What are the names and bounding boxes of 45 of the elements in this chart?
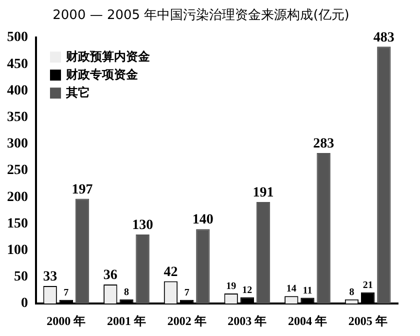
chart-title: 2000 — 2005 年中国污染治理资金来源构成(亿元) <box>52 8 350 24</box>
data-label: 12 <box>242 284 252 296</box>
y-tick-label: 500 <box>7 30 28 46</box>
x-tick-label: 2002 年 <box>167 314 206 328</box>
y-tick-label: 450 <box>7 56 28 72</box>
bar <box>377 46 391 304</box>
legend-label: 财政专项资金 <box>65 68 139 82</box>
data-label: 130 <box>132 218 154 234</box>
data-label: 283 <box>313 136 334 152</box>
x-tick-label: 2000 年 <box>46 314 86 328</box>
x-tick-label: 2005 年 <box>348 314 388 328</box>
y-tick-label: 0 <box>21 296 28 312</box>
data-label: 191 <box>252 186 274 201</box>
bar <box>316 153 330 304</box>
y-tick-label: 50 <box>14 270 28 285</box>
data-label: 14 <box>286 284 296 295</box>
bar <box>196 229 210 304</box>
bar <box>256 202 270 304</box>
y-tick-label: 100 <box>7 243 28 258</box>
data-label: 140 <box>192 212 214 228</box>
y-tick-label: 350 <box>7 110 28 126</box>
y-tick-label: 300 <box>7 136 28 152</box>
data-label: 7 <box>184 287 190 298</box>
data-label: 197 <box>72 182 93 198</box>
data-label: 21 <box>362 280 373 292</box>
legend-label: 财政预算内资金 <box>65 50 151 64</box>
y-tick-label: 400 <box>7 83 28 98</box>
x-tick-label: 2003 年 <box>228 314 267 328</box>
x-tick-label: 2004 年 <box>288 314 327 328</box>
data-label: 42 <box>164 264 178 280</box>
data-label: 483 <box>373 30 394 46</box>
y-tick-label: 200 <box>7 190 28 205</box>
y-tick-label: 250 <box>7 163 28 178</box>
data-label: 8 <box>349 286 354 298</box>
bar <box>75 198 90 304</box>
y-tick-label: 150 <box>7 216 28 232</box>
data-label: 36 <box>103 268 118 284</box>
data-label: 19 <box>226 281 236 292</box>
data-label: 11 <box>302 285 312 296</box>
legend-label: 其它 <box>65 86 90 100</box>
data-label: 33 <box>43 270 58 285</box>
data-label: 8 <box>124 286 129 298</box>
x-tick-label: 2001 年 <box>107 314 146 328</box>
data-label: 7 <box>64 287 69 298</box>
bar <box>136 234 150 304</box>
